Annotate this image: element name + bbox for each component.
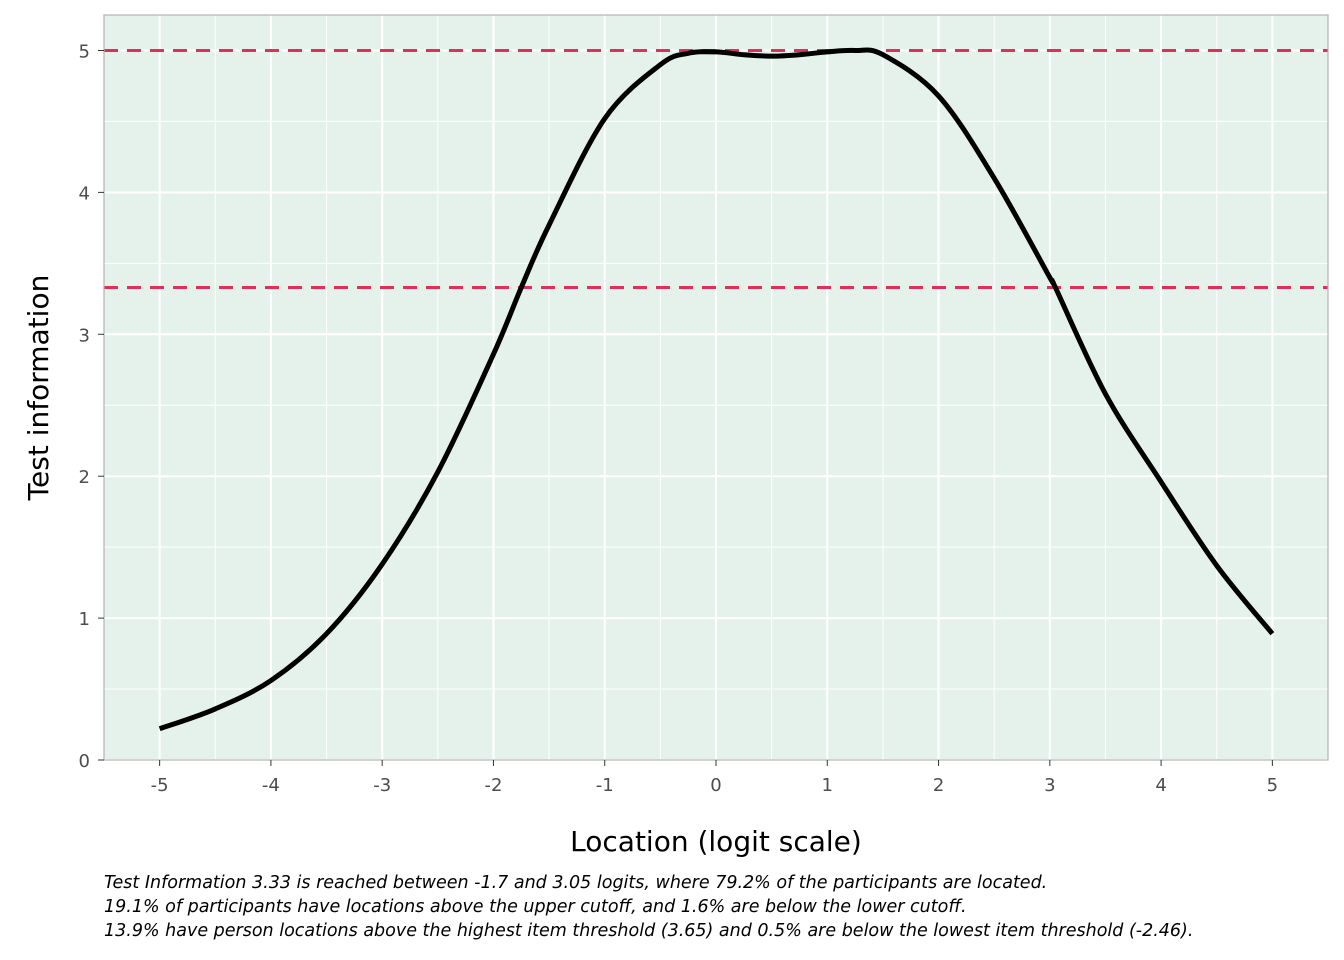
x-tick-label: 3 bbox=[1044, 775, 1055, 796]
chart-caption: Test Information 3.33 is reached between… bbox=[104, 871, 1334, 943]
y-tick-label: 2 bbox=[79, 467, 90, 488]
y-tick-label: 1 bbox=[79, 609, 90, 630]
test-information-chart: -5 -4 -3 -2 -1 0 1 2 3 4 5 0 1 2 3 4 5 Location (logit … bbox=[22, 14, 1329, 858]
y-tick-label: 3 bbox=[79, 325, 90, 346]
x-tick-label: -3 bbox=[373, 775, 391, 796]
caption-line-1: Test Information 3.33 is reached between… bbox=[104, 873, 1048, 893]
x-axis-ticks: -5 -4 -3 -2 -1 0 1 2 3 4 5 bbox=[151, 760, 1278, 796]
x-tick-label: 5 bbox=[1267, 775, 1278, 796]
x-tick-label: -1 bbox=[596, 775, 614, 796]
y-axis-title: Test information bbox=[22, 275, 55, 502]
x-tick-label: -5 bbox=[151, 775, 169, 796]
x-tick-label: 4 bbox=[1155, 775, 1166, 796]
x-tick-label: 1 bbox=[822, 775, 833, 796]
y-axis-ticks: 0 1 2 3 4 5 bbox=[79, 41, 104, 772]
y-tick-label: 4 bbox=[79, 183, 90, 204]
y-tick-label: 0 bbox=[79, 751, 90, 772]
caption-line-2: 19.1% of participants have locations abo… bbox=[104, 897, 967, 917]
test-information-curve bbox=[158, 47, 1275, 732]
x-axis-title: Location (logit scale) bbox=[570, 825, 862, 858]
y-tick-label: 5 bbox=[79, 41, 90, 62]
x-tick-label: 2 bbox=[933, 775, 944, 796]
x-tick-label: 0 bbox=[710, 775, 721, 796]
x-tick-label: -4 bbox=[262, 775, 280, 796]
x-tick-label: -2 bbox=[484, 775, 502, 796]
caption-line-3: 13.9% have person locations above the hi… bbox=[104, 921, 1194, 941]
